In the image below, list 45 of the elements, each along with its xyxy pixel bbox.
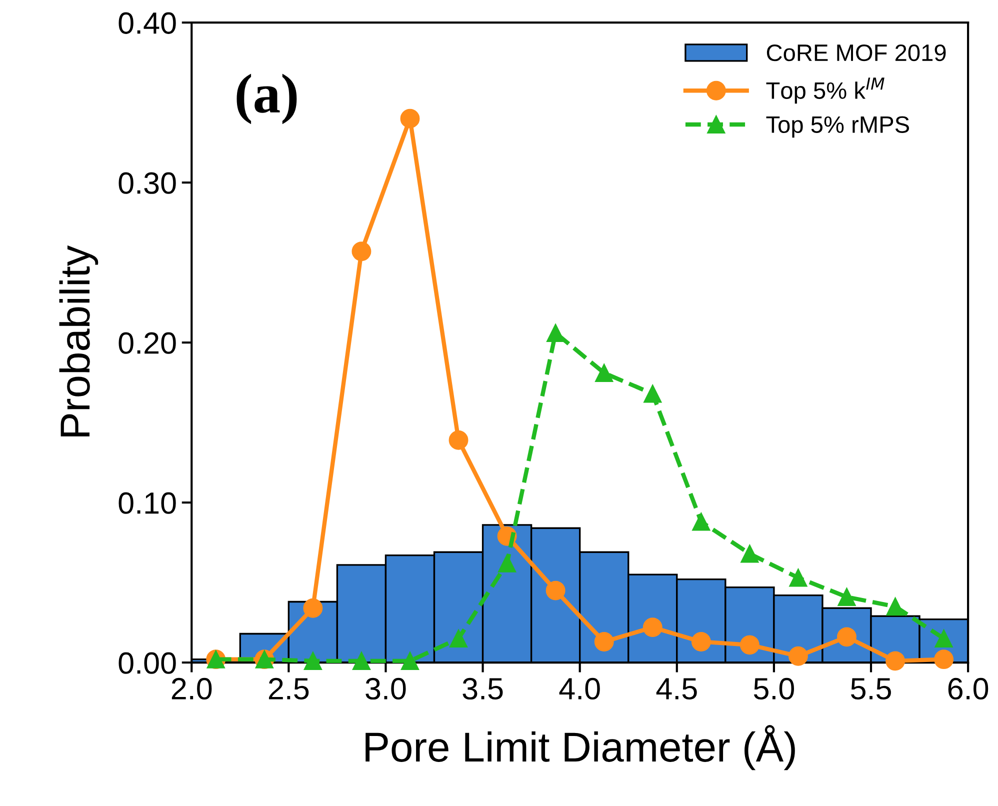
point [789,568,808,587]
legend-label: Top 5% k$^{IM}$ [766,78,884,104]
point [642,618,662,638]
point [449,630,468,648]
legend-label: CoRE MOF 2019 [766,44,946,62]
x-tick-label: 6.0 [948,678,988,700]
point [352,652,370,670]
point [400,108,420,128]
y-tick-label: 0.10 [118,492,176,514]
y-tick-label: 0.00 [118,652,176,674]
y-axis-title: Probability [59,245,98,436]
point [498,554,516,572]
x-tick-label: 2.0 [172,678,212,700]
point [740,544,759,563]
point [546,580,566,600]
x-tick-label: 4.5 [656,678,697,700]
y-tick-label: 0.30 [118,172,176,194]
point [691,632,711,652]
annotation: (a) [236,74,297,124]
point [448,430,468,450]
point [886,598,904,616]
x-tick-label: 3.5 [462,678,503,700]
x-tick-label: 3.0 [366,678,406,700]
x-axis-title: Pore Limit Diameter (Å) [366,725,795,770]
point [304,652,322,670]
point [838,588,856,606]
point [740,635,760,655]
x-tick-label: 5.5 [850,678,891,700]
legend-label: Top 5% rMPS [766,116,909,138]
point [934,650,954,670]
x-tick-label: 4.0 [559,678,600,700]
y-tick-label: 0.40 [118,12,176,34]
point [352,242,372,262]
point [594,632,614,652]
point [400,652,420,670]
x-tick-label: 2.5 [268,678,309,700]
point [788,646,808,666]
point [692,512,710,531]
point [303,598,323,618]
y-tick-label: 0.20 [118,332,176,354]
point [546,324,565,342]
x-tick-label: 5.0 [754,678,794,700]
point [886,651,905,671]
point [595,364,614,382]
point [644,384,662,403]
